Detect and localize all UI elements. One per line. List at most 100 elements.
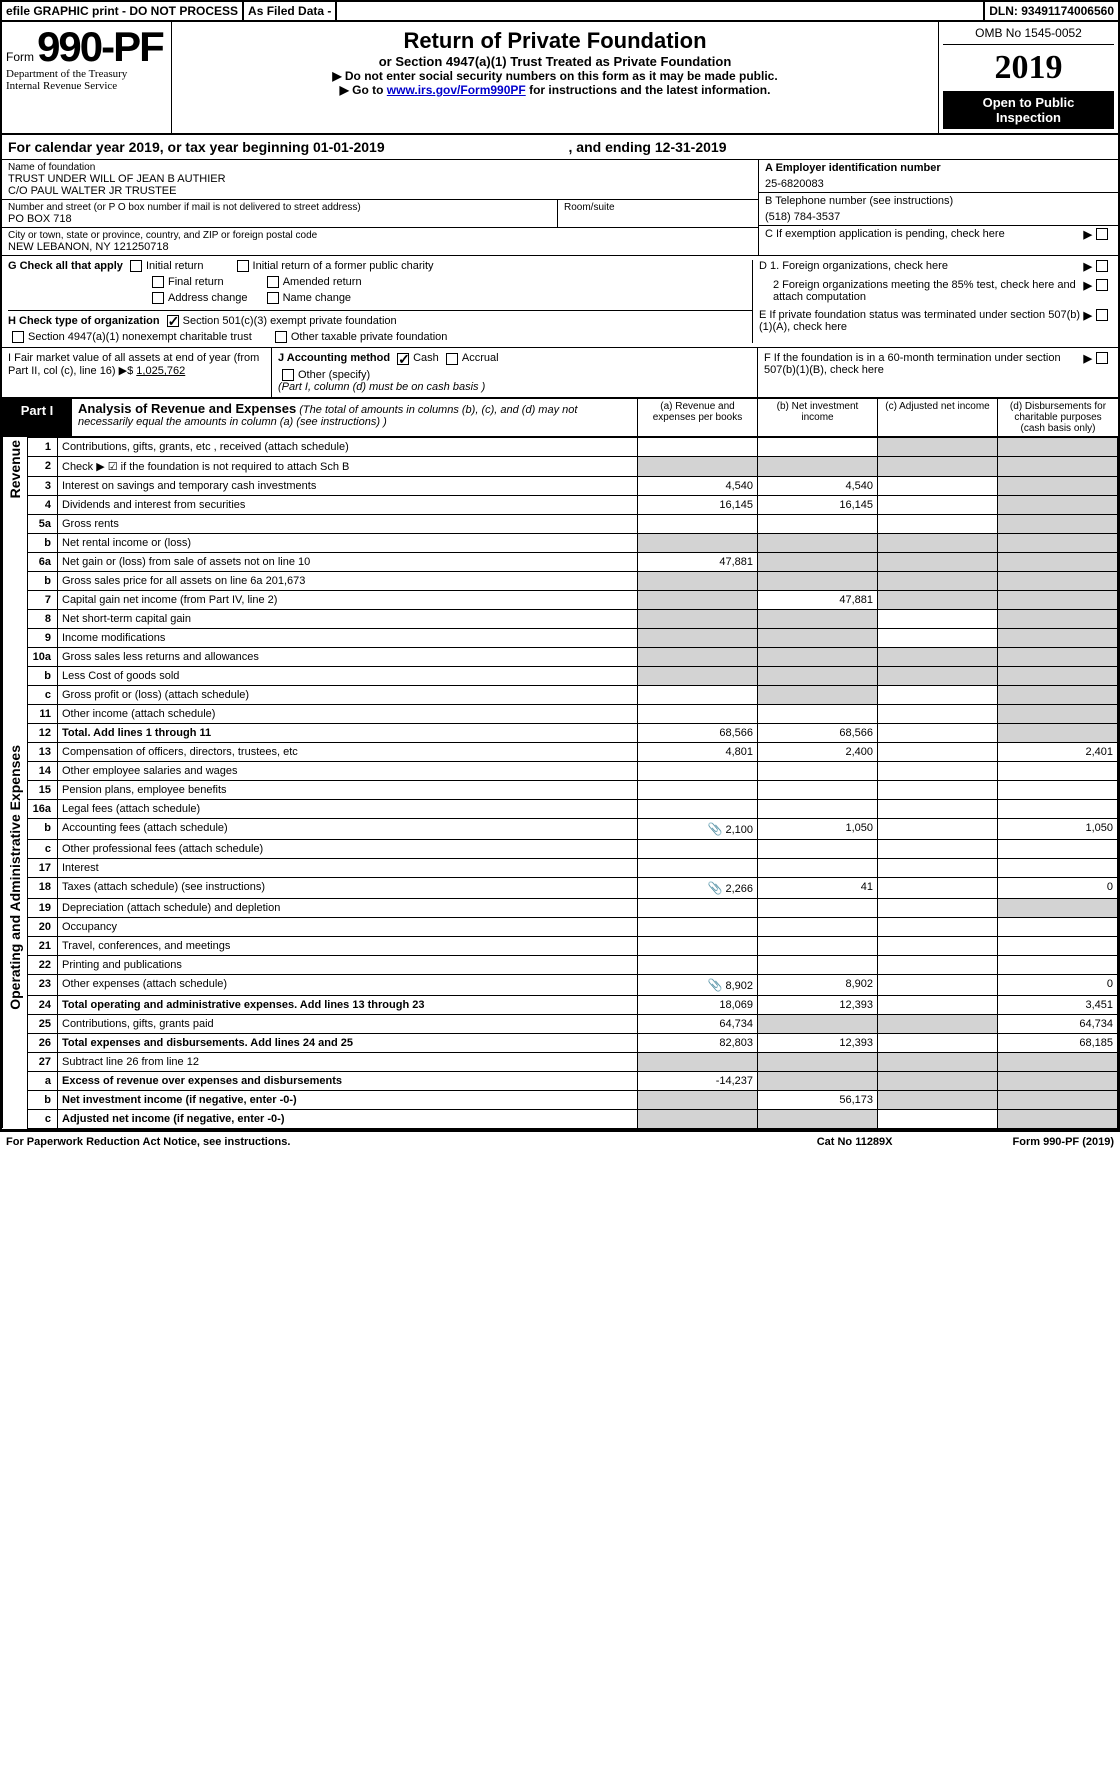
form-container: efile GRAPHIC print - DO NOT PROCESS As …	[0, 0, 1120, 1131]
other-method-checkbox[interactable]	[282, 369, 294, 381]
accrual-checkbox[interactable]	[446, 353, 458, 365]
col-a-val: 📎 2,266	[638, 877, 758, 898]
initial-former-checkbox[interactable]	[237, 260, 249, 272]
line-number: 1	[28, 437, 58, 456]
line-number: 4	[28, 495, 58, 514]
line-number: 2	[28, 456, 58, 476]
h-row-2: Section 4947(a)(1) nonexempt charitable …	[8, 331, 752, 343]
col-a-val	[638, 590, 758, 609]
col-b-val	[758, 666, 878, 685]
col-d-val: 2,401	[998, 742, 1118, 761]
table-row: 20Occupancy	[3, 917, 1118, 936]
line-number: 9	[28, 628, 58, 647]
col-a-val: 4,540	[638, 476, 758, 495]
line-desc: Less Cost of goods sold	[58, 666, 638, 685]
col-d-val	[998, 571, 1118, 590]
table-row: 5aGross rents	[3, 514, 1118, 533]
line-number: c	[28, 1109, 58, 1128]
line-number: c	[28, 685, 58, 704]
line-desc: Net investment income (if negative, ente…	[58, 1090, 638, 1109]
col-d-val	[998, 799, 1118, 818]
table-row: 25Contributions, gifts, grants paid64,73…	[3, 1014, 1118, 1033]
line-number: 11	[28, 704, 58, 723]
col-b-val	[758, 839, 878, 858]
col-a-val	[638, 1052, 758, 1071]
col-b-val: 12,393	[758, 1033, 878, 1052]
line-number: 5a	[28, 514, 58, 533]
d2-row: 2 Foreign organizations meeting the 85% …	[759, 279, 1112, 303]
col-c-val	[878, 780, 998, 799]
info-block: Name of foundation TRUST UNDER WILL OF J…	[2, 160, 1118, 256]
line-desc: Net gain or (loss) from sale of assets n…	[58, 552, 638, 571]
col-c-val	[878, 799, 998, 818]
col-c-val	[878, 1109, 998, 1128]
col-c-head: (c) Adjusted net income	[878, 399, 998, 436]
line-desc: Taxes (attach schedule) (see instruction…	[58, 877, 638, 898]
col-b-val	[758, 533, 878, 552]
col-d-val	[998, 936, 1118, 955]
table-row: 4Dividends and interest from securities1…	[3, 495, 1118, 514]
name-change-checkbox[interactable]	[267, 292, 279, 304]
other-tax-checkbox[interactable]	[275, 331, 287, 343]
d1-checkbox[interactable]	[1096, 260, 1108, 272]
col-a-val	[638, 685, 758, 704]
line-number: 24	[28, 995, 58, 1014]
as-filed: As Filed Data -	[244, 2, 337, 20]
g-row-3: Address change Name change	[148, 292, 752, 304]
col-c-val	[878, 571, 998, 590]
initial-return-checkbox[interactable]	[130, 260, 142, 272]
col-d-val	[998, 456, 1118, 476]
col-d-val	[998, 955, 1118, 974]
irs-link[interactable]: www.irs.gov/Form990PF	[387, 83, 526, 97]
trust-checkbox[interactable]	[12, 331, 24, 343]
f-checkbox[interactable]	[1096, 352, 1108, 364]
addr-change-checkbox[interactable]	[152, 292, 164, 304]
d1-row: D 1. Foreign organizations, check here ▶	[759, 260, 1112, 273]
amended-checkbox[interactable]	[267, 276, 279, 288]
line-number: b	[28, 666, 58, 685]
col-c-val	[878, 495, 998, 514]
line-desc: Printing and publications	[58, 955, 638, 974]
d2-checkbox[interactable]	[1096, 279, 1108, 291]
col-b-val	[758, 704, 878, 723]
col-a-val: 📎 2,100	[638, 818, 758, 839]
table-row: bNet rental income or (loss)	[3, 533, 1118, 552]
col-d-val	[998, 533, 1118, 552]
cash-checkbox[interactable]	[397, 353, 409, 365]
col-d-val	[998, 780, 1118, 799]
g-row-2: Final return Amended return	[148, 276, 752, 288]
line-desc: Depreciation (attach schedule) and deple…	[58, 898, 638, 917]
final-return-checkbox[interactable]	[152, 276, 164, 288]
col-b-val	[758, 647, 878, 666]
c-checkbox[interactable]	[1096, 228, 1108, 240]
table-row: cAdjusted net income (if negative, enter…	[3, 1109, 1118, 1128]
line-desc: Other income (attach schedule)	[58, 704, 638, 723]
line-desc: Adjusted net income (if negative, enter …	[58, 1109, 638, 1128]
spacer	[337, 2, 985, 20]
col-b-val: 47,881	[758, 590, 878, 609]
line-desc: Compensation of officers, directors, tru…	[58, 742, 638, 761]
col-c-val	[878, 1071, 998, 1090]
table-row: cOther professional fees (attach schedul…	[3, 839, 1118, 858]
col-b-val	[758, 437, 878, 456]
part1-desc: Analysis of Revenue and Expenses (The to…	[72, 399, 638, 436]
col-a-val	[638, 609, 758, 628]
table-row: aExcess of revenue over expenses and dis…	[3, 1071, 1118, 1090]
col-a-val	[638, 456, 758, 476]
footer-mid: Cat No 11289X	[817, 1136, 893, 1148]
col-c-val	[878, 590, 998, 609]
501c3-checkbox[interactable]	[167, 315, 179, 327]
col-c-val	[878, 628, 998, 647]
line-desc: Other expenses (attach schedule)	[58, 974, 638, 995]
table-row: 21Travel, conferences, and meetings	[3, 936, 1118, 955]
e-checkbox[interactable]	[1096, 309, 1108, 321]
line-desc: Contributions, gifts, grants, etc , rece…	[58, 437, 638, 456]
col-d-val: 64,734	[998, 1014, 1118, 1033]
col-b-val: 16,145	[758, 495, 878, 514]
col-c-val	[878, 974, 998, 995]
table-row: 15Pension plans, employee benefits	[3, 780, 1118, 799]
col-b-val: 8,902	[758, 974, 878, 995]
col-a-val	[638, 761, 758, 780]
col-d-head: (d) Disbursements for charitable purpose…	[998, 399, 1118, 436]
line-number: 12	[28, 723, 58, 742]
